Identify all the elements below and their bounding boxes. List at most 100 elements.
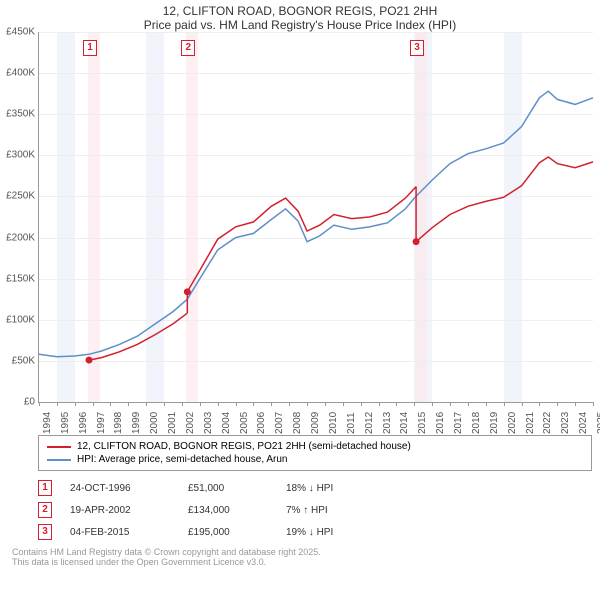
x-axis-label: 2016: [435, 412, 446, 434]
sale-row: 3 04-FEB-2015 £195,000 19% ↓ HPI: [38, 521, 592, 543]
x-axis-label: 2004: [221, 412, 232, 434]
sale-date: 19-APR-2002: [70, 505, 170, 516]
x-axis-label: 2022: [542, 412, 553, 434]
x-tick: [379, 402, 380, 406]
x-tick: [110, 402, 111, 406]
x-axis-label: 2024: [578, 412, 589, 434]
x-tick: [504, 402, 505, 406]
sale-row: 2 19-APR-2002 £134,000 7% ↑ HPI: [38, 499, 592, 521]
legend-swatch: [47, 459, 71, 461]
sale-point: [184, 288, 191, 295]
x-tick: [182, 402, 183, 406]
x-axis-label: 1996: [78, 412, 89, 434]
x-axis-label: 2017: [453, 412, 464, 434]
x-tick: [128, 402, 129, 406]
attribution: Contains HM Land Registry data © Crown c…: [12, 547, 592, 567]
x-axis-label: 2010: [328, 412, 339, 434]
x-tick: [414, 402, 415, 406]
sales-table: 1 24-OCT-1996 £51,000 18% ↓ HPI 2 19-APR-2002…: [38, 477, 592, 543]
x-tick: [432, 402, 433, 406]
legend-row: HPI: Average price, semi-detached house,…: [47, 453, 583, 466]
x-tick: [361, 402, 362, 406]
x-tick: [164, 402, 165, 406]
sale-point: [86, 357, 93, 364]
price-paid-line: [89, 313, 187, 360]
x-axis-label: 1994: [42, 412, 53, 434]
attribution-line-1: Contains HM Land Registry data © Crown c…: [12, 547, 592, 557]
x-axis-label: 2013: [382, 412, 393, 434]
y-axis-label: £400K: [1, 68, 35, 79]
x-tick: [200, 402, 201, 406]
x-axis-label: 2019: [489, 412, 500, 434]
x-tick: [39, 402, 40, 406]
y-axis-label: £450K: [1, 27, 35, 38]
x-axis-label: 2008: [292, 412, 303, 434]
y-axis-label: £200K: [1, 232, 35, 243]
y-axis-label: £250K: [1, 191, 35, 202]
y-axis-label: £50K: [1, 355, 35, 366]
sale-price: £51,000: [188, 483, 268, 494]
title-line-2: Price paid vs. HM Land Registry's House …: [0, 18, 600, 32]
x-axis-label: 2006: [256, 412, 267, 434]
price-paid-line: [187, 187, 416, 292]
x-tick: [271, 402, 272, 406]
sale-row-marker: 1: [38, 480, 52, 496]
sale-row-marker: 2: [38, 502, 52, 518]
sale-delta: 19% ↓ HPI: [286, 527, 376, 538]
legend-row: 12, CLIFTON ROAD, BOGNOR REGIS, PO21 2HH…: [47, 440, 583, 453]
sale-price: £195,000: [188, 527, 268, 538]
sale-point: [413, 238, 420, 245]
y-axis-label: £150K: [1, 273, 35, 284]
x-tick: [522, 402, 523, 406]
x-tick: [307, 402, 308, 406]
x-tick: [325, 402, 326, 406]
x-tick: [343, 402, 344, 406]
x-axis-label: 2023: [560, 412, 571, 434]
y-axis-label: £350K: [1, 109, 35, 120]
x-axis-label: 1999: [131, 412, 142, 434]
legend: 12, CLIFTON ROAD, BOGNOR REGIS, PO21 2HH…: [38, 435, 592, 471]
x-tick: [218, 402, 219, 406]
x-axis-label: 2005: [239, 412, 250, 434]
x-axis-label: 2018: [471, 412, 482, 434]
sale-row: 1 24-OCT-1996 £51,000 18% ↓ HPI: [38, 477, 592, 499]
sale-delta: 7% ↑ HPI: [286, 505, 376, 516]
sale-marker-1: 1: [83, 40, 97, 56]
chart-svg: [39, 32, 593, 402]
x-tick: [486, 402, 487, 406]
title-block: 12, CLIFTON ROAD, BOGNOR REGIS, PO21 2HH…: [0, 0, 600, 32]
y-axis-label: £0: [1, 397, 35, 408]
sale-date: 24-OCT-1996: [70, 483, 170, 494]
sale-price: £134,000: [188, 505, 268, 516]
x-axis-label: 2021: [525, 412, 536, 434]
legend-text: HPI: Average price, semi-detached house,…: [77, 454, 288, 465]
x-axis-label: 2009: [310, 412, 321, 434]
hpi-line: [39, 91, 593, 357]
x-tick: [57, 402, 58, 406]
chart-container: 12, CLIFTON ROAD, BOGNOR REGIS, PO21 2HH…: [0, 0, 600, 567]
x-axis-label: 2012: [364, 412, 375, 434]
x-axis-label: 2001: [167, 412, 178, 434]
x-tick: [253, 402, 254, 406]
x-tick: [146, 402, 147, 406]
x-tick: [539, 402, 540, 406]
x-axis-label: 1997: [96, 412, 107, 434]
y-axis-label: £300K: [1, 150, 35, 161]
legend-text: 12, CLIFTON ROAD, BOGNOR REGIS, PO21 2HH…: [77, 441, 411, 452]
x-tick: [75, 402, 76, 406]
x-axis-label: 2014: [399, 412, 410, 434]
title-line-1: 12, CLIFTON ROAD, BOGNOR REGIS, PO21 2HH: [0, 4, 600, 18]
attribution-line-2: This data is licensed under the Open Gov…: [12, 557, 592, 567]
x-tick: [289, 402, 290, 406]
sale-row-marker: 3: [38, 524, 52, 540]
x-tick: [93, 402, 94, 406]
x-tick: [575, 402, 576, 406]
x-tick: [396, 402, 397, 406]
x-axis-label: 1998: [113, 412, 124, 434]
x-axis-label: 2002: [185, 412, 196, 434]
sale-date: 04-FEB-2015: [70, 527, 170, 538]
sale-marker-3: 3: [410, 40, 424, 56]
sale-delta: 18% ↓ HPI: [286, 483, 376, 494]
x-axis-label: 2003: [203, 412, 214, 434]
x-tick: [557, 402, 558, 406]
